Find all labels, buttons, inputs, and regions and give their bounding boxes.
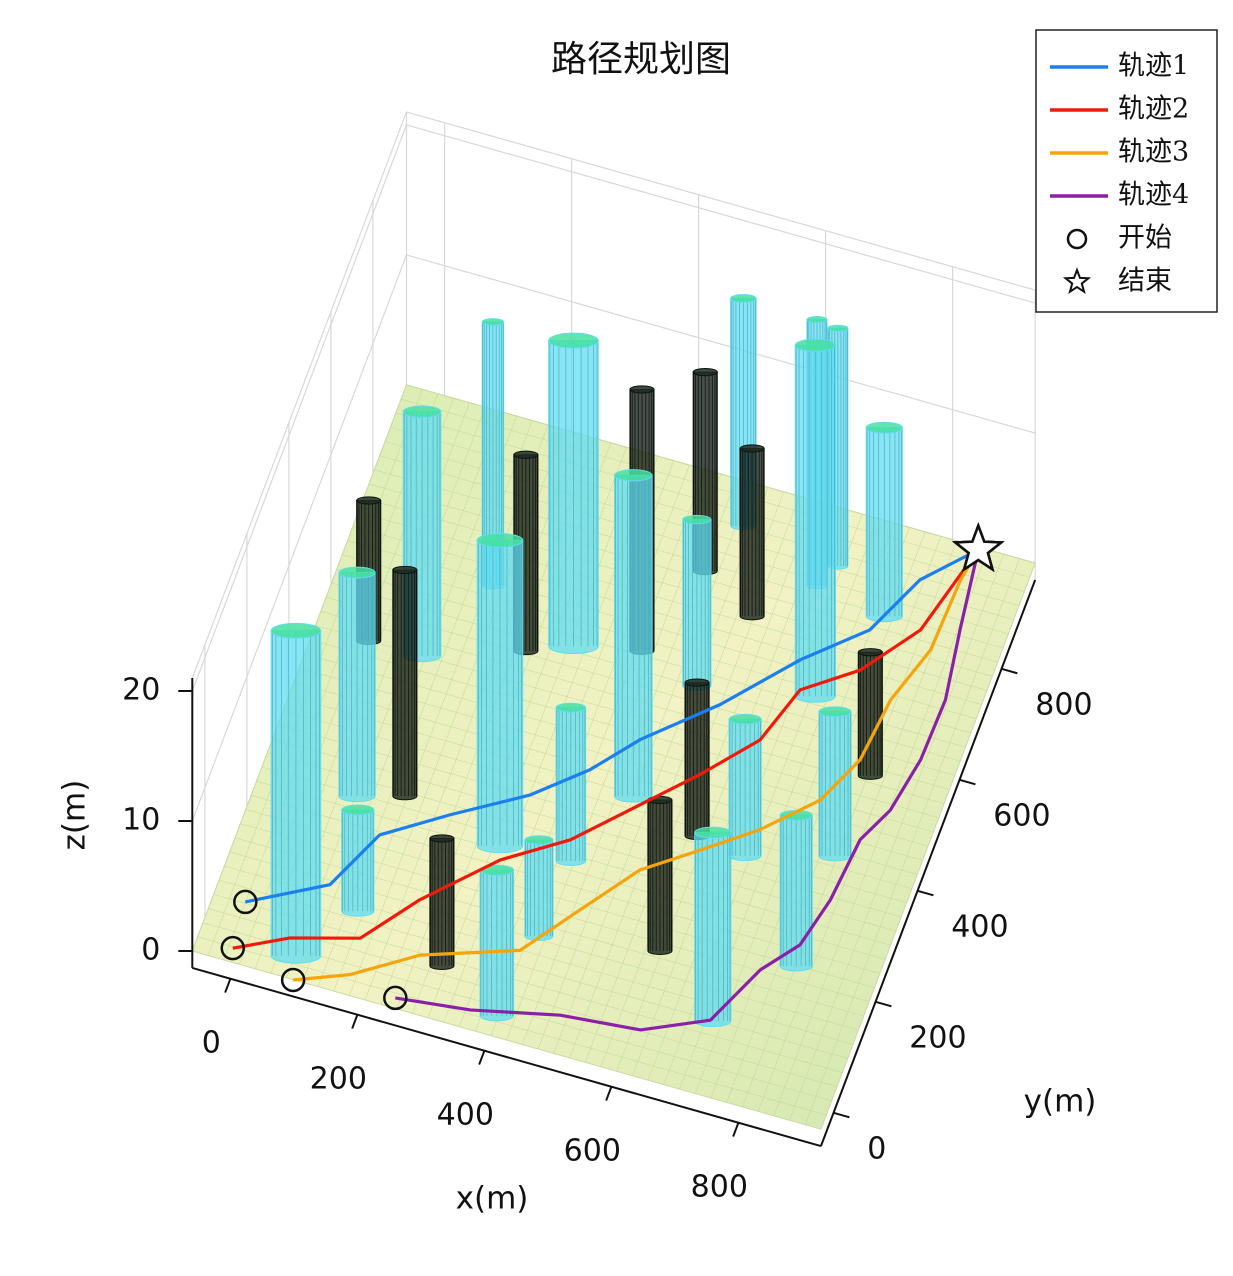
y-tick-label: 600 xyxy=(993,798,1050,833)
obstacle-top xyxy=(806,316,828,324)
legend-swatch xyxy=(1062,267,1092,295)
obstacle-top xyxy=(818,706,852,718)
obstacle-top xyxy=(684,678,710,687)
grid-line xyxy=(191,254,408,822)
obstacle-top xyxy=(739,444,765,453)
obstacle-top xyxy=(481,318,505,326)
trajectory-line xyxy=(292,549,980,982)
x-tick-label: 600 xyxy=(564,1133,621,1168)
z-tick-label: 10 xyxy=(122,803,160,838)
y-tick-label: 0 xyxy=(867,1131,886,1166)
obstacle-top xyxy=(614,469,653,482)
x-tick-label: 400 xyxy=(437,1097,494,1132)
obstacle-top xyxy=(402,405,442,418)
obstacle-top xyxy=(356,496,382,505)
trajectory-line xyxy=(245,548,980,904)
y-tick xyxy=(959,778,976,786)
trajectory-line xyxy=(232,548,980,950)
wall-edge xyxy=(406,111,1036,291)
x-tick xyxy=(605,1086,613,1101)
obstacle-top xyxy=(857,648,883,657)
obstacles xyxy=(270,294,903,1028)
start-marker xyxy=(220,935,246,961)
obstacle-top xyxy=(629,385,655,394)
grid-line xyxy=(406,124,1036,304)
terrain-mesh xyxy=(789,554,1004,1121)
obstacle-top xyxy=(429,834,455,843)
z-tick-label: 20 xyxy=(122,673,160,708)
x-tick-label: 0 xyxy=(202,1025,221,1060)
obstacle-top xyxy=(728,713,762,725)
obstacle-top xyxy=(827,324,849,332)
terrain-mesh xyxy=(710,531,926,1099)
y-tick xyxy=(917,889,934,897)
legend-label: 轨迹2 xyxy=(1118,94,1189,125)
obstacle-top xyxy=(524,835,554,845)
x-tick xyxy=(478,1050,486,1065)
end-marker xyxy=(952,522,1005,573)
y-axis-line xyxy=(820,579,1037,1147)
x-tick xyxy=(224,978,232,993)
obstacle-top xyxy=(865,421,903,434)
chart-title: 路径规划图 xyxy=(551,39,731,80)
terrain-mesh xyxy=(363,497,993,677)
z-axis-label: z(m) xyxy=(57,780,93,851)
grid-line xyxy=(191,124,408,692)
obstacle-top xyxy=(270,622,322,639)
y-tick-label: 800 xyxy=(1035,687,1092,722)
y-tick xyxy=(833,1111,850,1119)
trajectory-line xyxy=(395,549,980,1032)
x-tick xyxy=(351,1014,359,1029)
y-tick xyxy=(1001,667,1018,675)
obstacle-top xyxy=(555,702,587,713)
x-tick-label: 800 xyxy=(691,1169,748,1204)
terrain-mesh xyxy=(804,558,1020,1125)
obstacle-top xyxy=(548,332,599,349)
z-tick-label: 0 xyxy=(141,933,160,968)
grid-line xyxy=(406,254,1036,434)
obstacle-top xyxy=(338,566,376,579)
axes: 0 200 400 600 800 0 200 400 600 800 0 10 20 xyxy=(122,579,1093,1204)
trajectories xyxy=(220,522,1005,1032)
legend-label: 轨迹4 xyxy=(1118,180,1189,211)
obstacle-top xyxy=(682,514,712,525)
legend-box xyxy=(1035,29,1218,313)
obstacle-top xyxy=(794,338,836,352)
x-tick-label: 200 xyxy=(310,1061,367,1096)
terrain-mesh xyxy=(553,487,769,1054)
y-axis-label: y(m) xyxy=(1024,1084,1097,1120)
obstacle-top xyxy=(392,565,418,575)
legend-swatch xyxy=(1066,228,1088,250)
start-marker xyxy=(280,967,306,993)
legend-label: 轨迹3 xyxy=(1118,137,1189,168)
y-tick xyxy=(875,1000,892,1008)
obstacle-top xyxy=(692,367,718,377)
start-marker xyxy=(383,985,408,1011)
terrain-mesh xyxy=(773,549,989,1116)
obstacle-top xyxy=(694,826,732,839)
obstacle-top xyxy=(513,450,539,459)
wall-edge xyxy=(191,111,408,679)
y-tick-label: 400 xyxy=(951,909,1008,944)
legend-label: 轨迹1 xyxy=(1118,51,1189,82)
start-marker xyxy=(233,889,258,915)
x-tick xyxy=(732,1122,740,1137)
obstacle-top xyxy=(730,294,757,303)
legend-label: 开始 xyxy=(1118,223,1172,254)
obstacle-top xyxy=(476,533,524,548)
obstacle-top xyxy=(341,804,375,816)
legend-label: 结束 xyxy=(1118,266,1172,297)
y-tick-label: 200 xyxy=(909,1020,966,1055)
x-axis-label: x(m) xyxy=(456,1181,529,1217)
x-axis-line xyxy=(192,966,822,1148)
